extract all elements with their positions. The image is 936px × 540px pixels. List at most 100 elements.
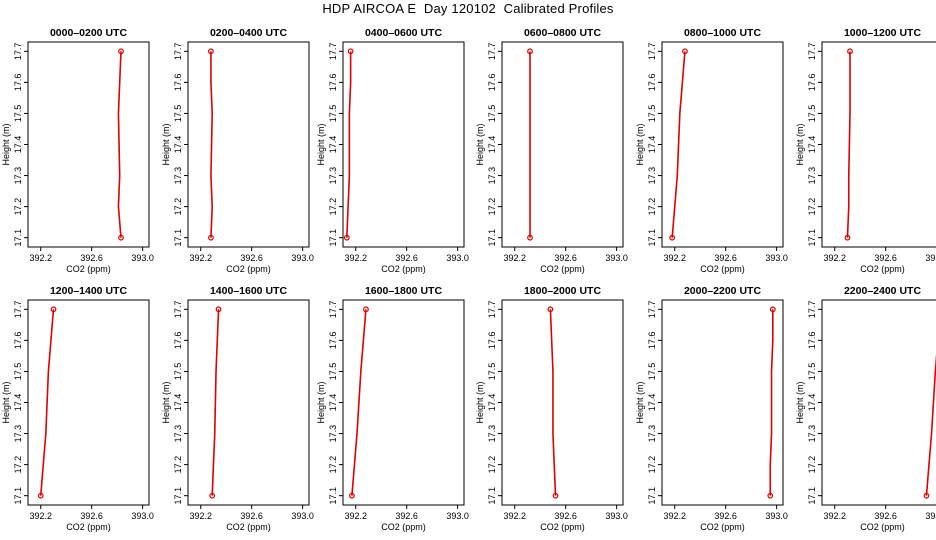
x-tick-label: 392.6	[554, 511, 577, 521]
y-tick-label: 17.3	[173, 167, 183, 185]
profile-line	[351, 309, 367, 496]
y-tick-label: 17.5	[328, 105, 338, 123]
data-point	[209, 492, 216, 499]
profile-line	[210, 51, 214, 238]
x-tick-label: 393.0	[925, 511, 936, 521]
data-point	[527, 48, 533, 55]
x-tick-label: 393.0	[131, 511, 154, 521]
panel-10: 2000–2200 UTC 392.2 392.6 393.0 CO2 (ppm) 17.…	[635, 285, 788, 532]
x-tick-label: 392.6	[240, 253, 263, 263]
panel-9: 1800–2000 UTC 392.2 392.6 393.0 CO2 (ppm) 17.…	[475, 285, 628, 532]
data-point	[847, 48, 853, 55]
y-axis-label: Height (m)	[795, 381, 805, 423]
profile-line	[117, 51, 122, 238]
panel-title: 0800–1000 UTC	[684, 27, 761, 39]
panel-title: 1800–2000 UTC	[524, 285, 601, 297]
plot-frame	[821, 41, 936, 248]
x-tick-label: 392.2	[189, 511, 212, 521]
x-tick-label: 392.6	[874, 253, 897, 263]
data-point	[118, 234, 124, 241]
data-point	[118, 48, 124, 55]
y-tick-label: 17.6	[487, 74, 497, 92]
x-tick-label: 392.2	[503, 253, 526, 263]
y-tick-label: 17.4	[173, 394, 183, 412]
panel-4: 0800–1000 UTC 392.2 392.6 393.0 CO2 (ppm) 17.…	[635, 27, 788, 274]
panel-title: 1200–1400 UTC	[50, 285, 127, 297]
y-axis-label: Height (m)	[475, 123, 485, 165]
panel-title: 0200–0400 UTC	[210, 27, 287, 39]
y-tick-label: 17.7	[328, 301, 338, 319]
y-tick-label: 17.7	[13, 43, 23, 61]
y-tick-label: 17.4	[173, 136, 183, 154]
x-tick-label: 392.2	[823, 253, 846, 263]
y-tick-label: 17.2	[328, 456, 338, 474]
y-tick-label: 17.2	[328, 198, 338, 216]
y-tick-label: 17.4	[807, 394, 817, 412]
y-tick-label: 17.3	[173, 425, 183, 443]
x-tick-label: 392.6	[395, 511, 418, 521]
x-tick-label: 393.0	[446, 511, 469, 521]
y-axis-label: Height (m)	[795, 123, 805, 165]
y-tick-label: 17.1	[328, 487, 338, 505]
x-tick-label: 392.2	[29, 253, 52, 263]
x-tick-label: 392.2	[663, 511, 686, 521]
x-axis-label: CO2 (ppm)	[700, 264, 745, 274]
plot-frame	[187, 299, 310, 506]
panel-title: 0400–0600 UTC	[365, 27, 442, 39]
y-tick-label: 17.5	[13, 363, 23, 381]
y-tick-label: 17.1	[647, 229, 657, 247]
x-tick-label: 393.0	[925, 253, 936, 263]
y-tick-label: 17.6	[13, 74, 23, 92]
y-tick-label: 17.6	[807, 332, 817, 350]
y-tick-label: 17.2	[647, 456, 657, 474]
y-axis-label: Height (m)	[161, 381, 171, 423]
x-tick-label: 393.0	[291, 253, 314, 263]
plot-frame	[501, 41, 624, 248]
y-axis-label: Height (m)	[635, 381, 645, 423]
y-tick-label: 17.3	[487, 425, 497, 443]
y-tick-label: 17.5	[13, 105, 23, 123]
y-tick-label: 17.1	[647, 487, 657, 505]
profile-line	[671, 51, 686, 238]
profile-line	[549, 309, 557, 496]
y-tick-label: 17.4	[328, 394, 338, 412]
panel-2: 0400–0600 UTC 392.2 392.6 393.0 CO2 (ppm) 17.…	[316, 27, 469, 274]
y-tick-label: 17.7	[807, 43, 817, 61]
profile-line	[769, 309, 774, 496]
panel-1: 0200–0400 UTC 392.2 392.6 393.0 CO2 (ppm) 17.…	[161, 27, 314, 274]
y-tick-label: 17.5	[647, 105, 657, 123]
panel-7: 1400–1600 UTC 392.2 392.6 393.0 CO2 (ppm) 17.…	[161, 285, 314, 532]
y-tick-label: 17.3	[328, 167, 338, 185]
y-tick-label: 17.2	[807, 456, 817, 474]
y-tick-label: 17.6	[328, 74, 338, 92]
x-tick-label: 392.6	[80, 511, 103, 521]
y-tick-label: 17.4	[487, 394, 497, 412]
x-tick-label: 392.6	[554, 253, 577, 263]
y-tick-label: 17.6	[13, 332, 23, 350]
x-axis-label: CO2 (ppm)	[226, 264, 271, 274]
data-point	[844, 234, 851, 241]
x-tick-label: 392.2	[663, 253, 686, 263]
y-tick-label: 17.5	[807, 363, 817, 381]
panel-11: 2200–2400 UTC 392.2 392.6 393.0 CO2 (ppm) 17.…	[795, 285, 936, 532]
plot-frame	[821, 299, 936, 506]
y-tick-label: 17.3	[807, 425, 817, 443]
data-point	[215, 306, 222, 313]
y-tick-label: 17.3	[487, 167, 497, 185]
y-tick-label: 17.6	[173, 74, 183, 92]
x-tick-label: 392.6	[714, 511, 737, 521]
data-point	[343, 234, 350, 241]
panel-5: 1000–1200 UTC 392.2 392.6 393.0 CO2 (ppm) 17.…	[795, 27, 936, 274]
data-point	[349, 492, 355, 499]
y-tick-label: 17.5	[647, 363, 657, 381]
y-tick-label: 17.3	[807, 167, 817, 185]
y-tick-label: 17.5	[173, 363, 183, 381]
y-tick-label: 17.4	[13, 394, 23, 412]
y-tick-label: 17.1	[807, 487, 817, 505]
panel-title: 1000–1200 UTC	[844, 27, 921, 39]
y-tick-label: 17.5	[328, 363, 338, 381]
data-point	[767, 492, 774, 499]
y-axis-label: Height (m)	[316, 381, 326, 423]
y-tick-label: 17.1	[13, 487, 23, 505]
y-tick-label: 17.4	[647, 136, 657, 154]
